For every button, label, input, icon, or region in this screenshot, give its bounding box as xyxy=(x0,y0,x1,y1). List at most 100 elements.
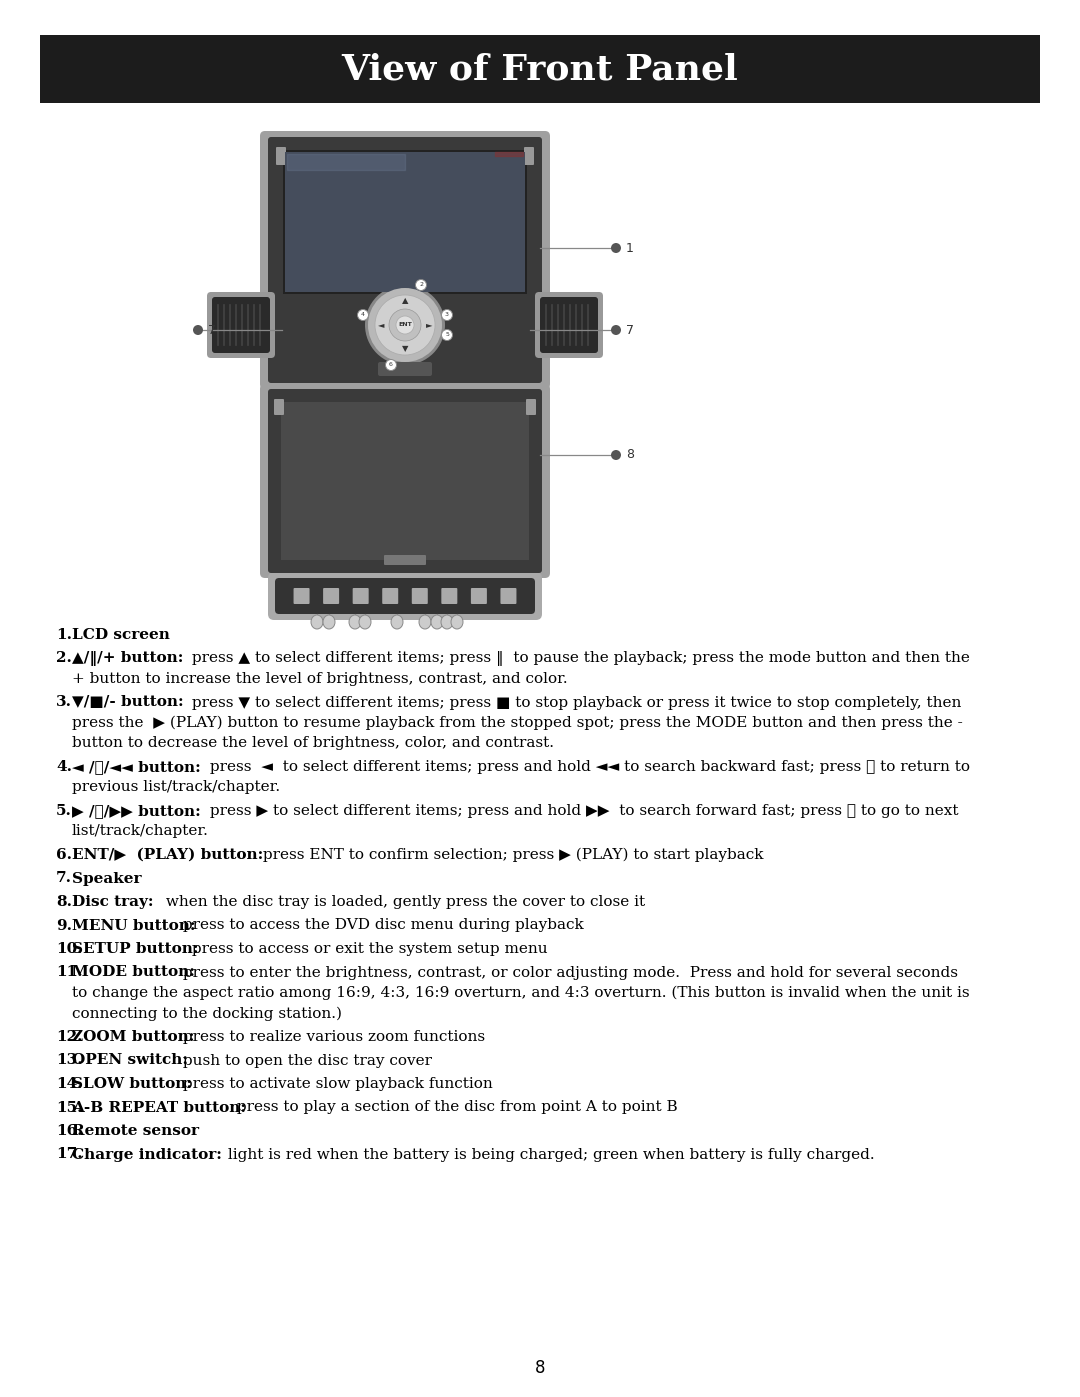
Circle shape xyxy=(375,295,435,355)
Text: MODE button:: MODE button: xyxy=(72,965,194,979)
Text: 14.: 14. xyxy=(56,1077,83,1091)
FancyBboxPatch shape xyxy=(276,147,286,165)
Text: ▲/‖/+ button:: ▲/‖/+ button: xyxy=(72,651,184,666)
Text: press to access the DVD disc menu during playback: press to access the DVD disc menu during… xyxy=(178,918,584,933)
Text: 10.: 10. xyxy=(56,942,83,956)
Ellipse shape xyxy=(323,615,335,629)
Circle shape xyxy=(416,279,427,291)
Text: ▶ /⏭/▶▶ button:: ▶ /⏭/▶▶ button: xyxy=(72,805,201,819)
Circle shape xyxy=(611,450,621,460)
Text: ZOOM button:: ZOOM button: xyxy=(72,1030,194,1044)
Text: 17.: 17. xyxy=(56,1147,83,1161)
Text: ◄: ◄ xyxy=(378,320,384,330)
Text: 3: 3 xyxy=(445,313,449,317)
Text: Charge indicator:: Charge indicator: xyxy=(72,1147,221,1161)
Text: 12.: 12. xyxy=(56,1030,82,1044)
Circle shape xyxy=(442,310,453,320)
Text: Remote sensor: Remote sensor xyxy=(72,1125,199,1139)
Text: 5: 5 xyxy=(445,332,449,338)
Text: 5.: 5. xyxy=(56,805,72,819)
Text: 16.: 16. xyxy=(56,1125,83,1139)
Text: press to play a section of the disc from point A to point B: press to play a section of the disc from… xyxy=(231,1101,677,1115)
Text: 3.: 3. xyxy=(56,696,72,710)
Text: press to activate slow playback function: press to activate slow playback function xyxy=(178,1077,494,1091)
Circle shape xyxy=(368,288,442,362)
Text: 7: 7 xyxy=(208,324,216,337)
Text: press ▼ to select different items; press ■ to stop playback or press it twice to: press ▼ to select different items; press… xyxy=(187,696,961,710)
FancyBboxPatch shape xyxy=(378,362,432,376)
Text: 6: 6 xyxy=(389,362,393,367)
Circle shape xyxy=(386,359,396,370)
FancyBboxPatch shape xyxy=(411,588,428,604)
Text: 11.: 11. xyxy=(56,965,83,979)
Circle shape xyxy=(611,326,621,335)
Text: SLOW button:: SLOW button: xyxy=(72,1077,192,1091)
Ellipse shape xyxy=(349,615,361,629)
Text: Disc tray:: Disc tray: xyxy=(72,895,153,909)
Text: 15.: 15. xyxy=(56,1101,82,1115)
Circle shape xyxy=(442,330,453,341)
Text: press to access or exit the system setup menu: press to access or exit the system setup… xyxy=(187,942,548,956)
Text: Speaker: Speaker xyxy=(72,872,141,886)
FancyBboxPatch shape xyxy=(353,588,368,604)
Text: A-B REPEAT button:: A-B REPEAT button: xyxy=(72,1101,246,1115)
Text: 4.: 4. xyxy=(56,760,72,774)
Text: previous list/track/chapter.: previous list/track/chapter. xyxy=(72,781,280,795)
FancyBboxPatch shape xyxy=(268,137,542,383)
Text: ENT: ENT xyxy=(399,323,411,327)
Text: 1: 1 xyxy=(626,242,634,254)
FancyBboxPatch shape xyxy=(285,152,525,292)
Text: press ENT to confirm selection; press ▶ (PLAY) to start playback: press ENT to confirm selection; press ▶ … xyxy=(258,848,764,862)
Text: ▲: ▲ xyxy=(402,296,408,306)
FancyBboxPatch shape xyxy=(274,400,284,415)
Text: press to enter the brightness, contrast, or color adjusting mode.  Press and hol: press to enter the brightness, contrast,… xyxy=(178,965,958,979)
Circle shape xyxy=(611,243,621,253)
Text: LCD screen: LCD screen xyxy=(72,629,170,643)
Circle shape xyxy=(365,285,445,365)
FancyBboxPatch shape xyxy=(500,588,516,604)
FancyBboxPatch shape xyxy=(268,571,542,620)
Circle shape xyxy=(193,326,203,335)
Text: button to decrease the level of brightness, color, and contrast.: button to decrease the level of brightne… xyxy=(72,736,554,750)
FancyBboxPatch shape xyxy=(526,400,536,415)
Text: 7: 7 xyxy=(626,324,634,337)
FancyBboxPatch shape xyxy=(535,292,603,358)
Text: 13.: 13. xyxy=(56,1053,83,1067)
Text: 4: 4 xyxy=(361,313,365,317)
Ellipse shape xyxy=(419,615,431,629)
Text: ENT/▶  (PLAY) button:: ENT/▶ (PLAY) button: xyxy=(72,848,264,862)
Text: 8.: 8. xyxy=(56,895,72,909)
Text: + button to increase the level of brightness, contrast, and color.: + button to increase the level of bright… xyxy=(72,672,568,686)
FancyBboxPatch shape xyxy=(268,388,542,573)
Text: press the  ▶ (PLAY) button to resume playback from the stopped spot; press the M: press the ▶ (PLAY) button to resume play… xyxy=(72,717,962,731)
Text: 2.: 2. xyxy=(56,651,72,665)
FancyBboxPatch shape xyxy=(471,588,487,604)
FancyBboxPatch shape xyxy=(442,588,457,604)
FancyBboxPatch shape xyxy=(281,402,529,560)
Text: connecting to the docking station.): connecting to the docking station.) xyxy=(72,1006,342,1021)
Circle shape xyxy=(396,316,414,334)
Text: 8: 8 xyxy=(535,1359,545,1377)
Text: 2: 2 xyxy=(419,282,423,288)
Text: ▼: ▼ xyxy=(402,345,408,353)
Text: to change the aspect ratio among 16:9, 4:3, 16:9 overturn, and 4:3 overturn. (Th: to change the aspect ratio among 16:9, 4… xyxy=(72,986,970,1000)
FancyBboxPatch shape xyxy=(382,588,399,604)
Circle shape xyxy=(357,310,368,320)
FancyBboxPatch shape xyxy=(207,292,275,358)
Text: ►: ► xyxy=(426,320,432,330)
Text: 7.: 7. xyxy=(56,872,72,886)
FancyBboxPatch shape xyxy=(283,149,527,293)
Ellipse shape xyxy=(311,615,323,629)
FancyBboxPatch shape xyxy=(40,35,1040,103)
Text: 1.: 1. xyxy=(56,629,72,643)
FancyBboxPatch shape xyxy=(275,578,535,615)
Ellipse shape xyxy=(441,615,453,629)
Ellipse shape xyxy=(431,615,443,629)
Text: 9.: 9. xyxy=(56,918,72,933)
Text: press  ◄  to select different items; press and hold ◄◄ to search backward fast; : press ◄ to select different items; press… xyxy=(205,760,970,774)
Circle shape xyxy=(389,309,421,341)
Text: ▼/■/- button:: ▼/■/- button: xyxy=(72,696,184,710)
Text: View of Front Panel: View of Front Panel xyxy=(341,52,739,87)
Text: OPEN switch:: OPEN switch: xyxy=(72,1053,188,1067)
Ellipse shape xyxy=(391,615,403,629)
